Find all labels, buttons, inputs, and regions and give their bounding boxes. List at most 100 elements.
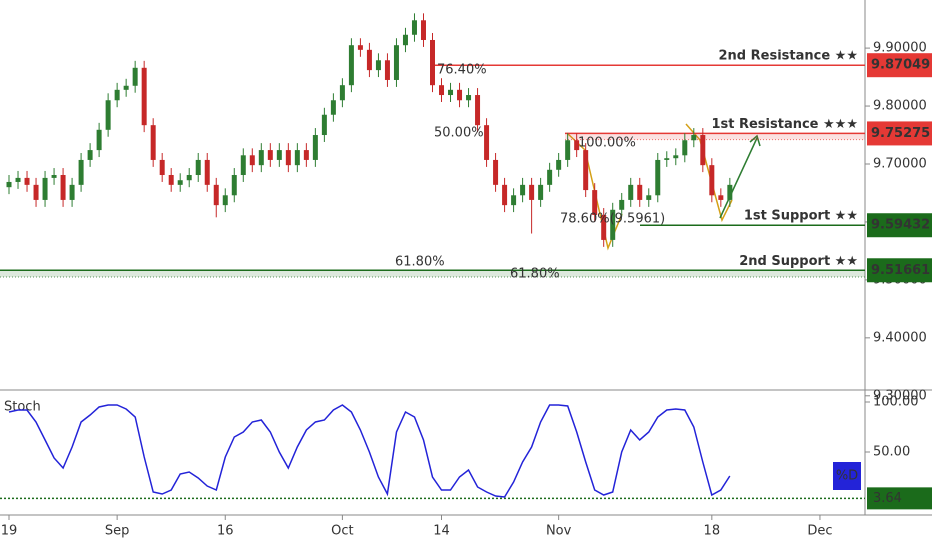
candle-body (384, 60, 390, 80)
candle-body (339, 85, 345, 101)
candle-body (466, 95, 472, 101)
candle-body (475, 95, 481, 126)
candle-body (457, 89, 463, 101)
candle-body (375, 60, 381, 71)
candle-body (78, 159, 84, 185)
candle-body (655, 159, 661, 196)
candle-body (123, 85, 129, 90)
candle-body (267, 150, 273, 160)
candle-body (529, 184, 535, 200)
fib-label: 61.80% (395, 255, 445, 270)
candle-body (565, 140, 571, 160)
candle-body (628, 184, 634, 200)
fib-label: 76.40% (437, 63, 487, 78)
price-label: 9.87049 (871, 58, 930, 73)
candle-body (420, 20, 426, 40)
candle-body (637, 184, 643, 200)
candle-body (249, 155, 255, 166)
candle-body (448, 89, 454, 96)
y-tick-label: 50.00 (873, 445, 910, 460)
candle-body (213, 184, 219, 206)
legend-box (833, 462, 861, 490)
candle-body (240, 155, 246, 176)
candle-body (285, 150, 291, 166)
y-tick-label: 9.70000 (873, 156, 927, 171)
candle-body (619, 199, 625, 210)
candle-body (168, 175, 174, 185)
candle-body (547, 169, 553, 185)
candle-body (132, 67, 138, 86)
candle-body (583, 150, 589, 191)
candle-body (610, 209, 616, 240)
candle-body (484, 125, 490, 160)
y-tick-label: 9.40000 (873, 330, 927, 345)
candle-body (87, 150, 93, 160)
x-tick-label: 14 (433, 524, 450, 539)
candle-body (69, 184, 75, 200)
stoch-line (8, 404, 731, 498)
arrow-head (749, 134, 761, 147)
candle-body (204, 159, 210, 185)
candle-body (700, 135, 706, 166)
candle-body (231, 175, 237, 196)
candle-body (664, 158, 670, 160)
candle-body (538, 184, 544, 200)
candle-body (15, 177, 21, 182)
level-zone (565, 133, 865, 140)
fib-label: 50.00% (434, 126, 484, 141)
candle-body (393, 45, 399, 80)
candle-body (439, 85, 445, 96)
fib-label: 78.60%(9.5961) (560, 212, 665, 227)
candle-body (186, 175, 192, 181)
price-label: 9.51661 (871, 263, 930, 278)
price-label: 9.75275 (871, 126, 930, 141)
x-tick-label: 16 (217, 524, 234, 539)
candle-body (60, 175, 66, 200)
candle-body (511, 195, 517, 206)
candle-body (520, 184, 526, 196)
candle-body (402, 34, 408, 46)
candle-body (601, 214, 607, 240)
level-name: 2nd Resistance ★★ (719, 49, 859, 64)
candle-body (673, 155, 679, 159)
candle-body (366, 49, 372, 71)
candle-body (682, 140, 688, 156)
candle-body (294, 150, 300, 166)
price-label-box (867, 121, 932, 146)
candle-body (718, 195, 724, 200)
candle-body (502, 184, 508, 206)
x-tick-label: Dec (807, 524, 832, 539)
candle-body (556, 159, 562, 170)
candle-body (141, 67, 147, 126)
candle-body (96, 129, 102, 151)
candle-body (709, 165, 715, 196)
y-tick-label: 100.00 (873, 395, 919, 410)
level-name: 2nd Support ★★ (739, 254, 858, 269)
price-label-box (867, 213, 932, 238)
level-zone (0, 270, 865, 277)
candle-body (691, 135, 697, 141)
candle-body (33, 184, 39, 200)
candle-body (727, 184, 733, 200)
fib-label: 100.00% (578, 136, 636, 151)
price-label: 9.59432 (871, 218, 930, 233)
y-tick-label: 9.80000 (873, 99, 927, 114)
price-label-box (867, 53, 932, 78)
y-tick-label: 9.90000 (873, 41, 927, 56)
candle-body (222, 195, 228, 206)
level-name: 1st Resistance ★★★ (711, 117, 858, 132)
candle-body (6, 181, 12, 188)
candle-body (303, 150, 309, 160)
candle-body (195, 159, 201, 176)
candle-body (430, 39, 435, 86)
candle-body (159, 159, 165, 176)
price-label-box (867, 258, 932, 283)
level-name: 1st Support ★★ (744, 209, 858, 224)
candle-body (411, 20, 417, 35)
candle-body (258, 150, 264, 166)
candle-body (330, 100, 336, 115)
x-tick-label: 18 (704, 524, 721, 539)
projection-arrow (719, 137, 758, 219)
